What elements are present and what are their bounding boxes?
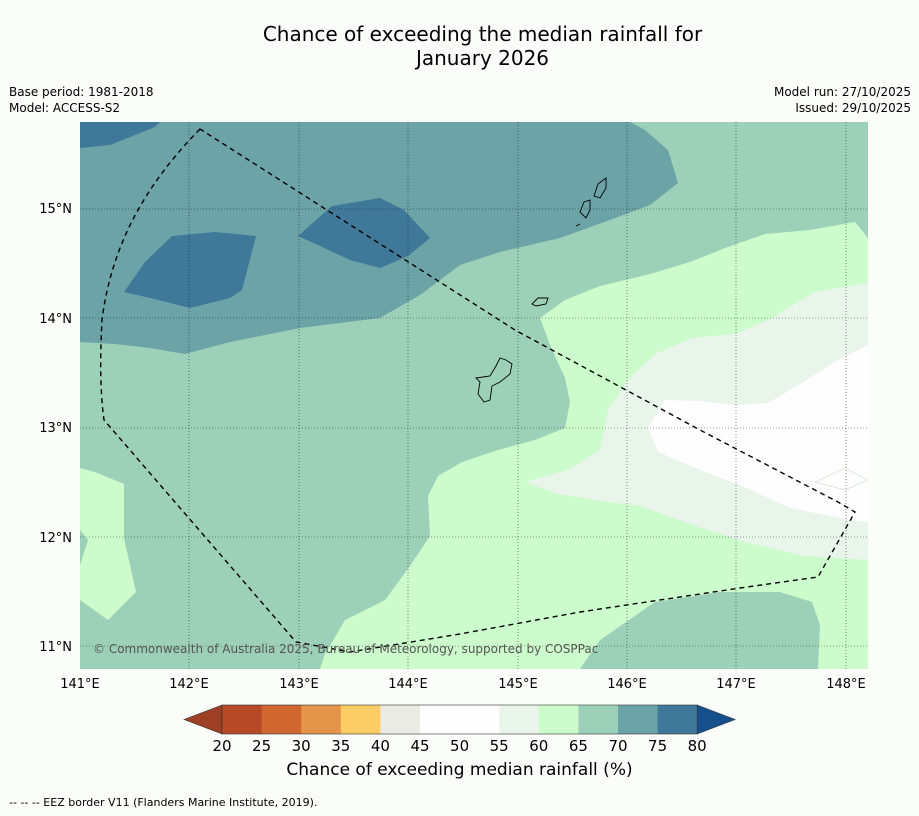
colorbar-outline (221, 704, 698, 735)
colorbar-segment (459, 705, 500, 734)
colorbar-segment (340, 705, 381, 734)
colorbar-segment (261, 705, 302, 734)
colorbar-tick-label: 40 (371, 737, 390, 755)
colorbar-title: Chance of exceeding median rainfall (%) (286, 760, 633, 780)
x-axis-labels: 141°E 142°E 143°E 144°E 145°E 146°E 147°… (60, 677, 866, 692)
contour-60-65-west-patch (80, 468, 136, 620)
chart-title: Chance of exceeding the median rainfall … (0, 22, 919, 70)
colorbar-extend-high (696, 704, 737, 735)
colorbar-segment (222, 705, 263, 734)
eez-footnote: -- -- -- EEZ border V11 (Flanders Marine… (9, 796, 318, 809)
colorbar-segment (420, 705, 461, 734)
colorbar-tick-label: 60 (529, 737, 548, 755)
colorbar-extend-low (183, 704, 223, 735)
graticule (80, 122, 868, 669)
model-run-text: Model run: 27/10/2025 (773, 85, 911, 99)
colorbar-segment (301, 705, 342, 734)
colorbar-tick-label: 30 (292, 737, 311, 755)
colorbar-tick-label: 25 (252, 737, 271, 755)
contour-75-80-central (298, 198, 430, 268)
contour-50-55-patch (814, 467, 868, 491)
tinian-island (579, 199, 591, 219)
y-tick-label: 15°N (39, 202, 72, 217)
model-text: Model: ACCESS-S2 (9, 101, 121, 115)
y-tick-label: 12°N (39, 531, 72, 546)
colorbar-segment (578, 705, 619, 734)
colorbar-segment (657, 705, 698, 734)
aguijan-island (575, 223, 581, 227)
meta-left: Base period: 1981-2018 Model: ACCESS-S2 (9, 84, 154, 116)
y-tick-label: 11°N (39, 640, 72, 655)
guam-island (475, 357, 513, 403)
base-period-text: Base period: 1981-2018 (9, 85, 154, 99)
colorbar-tick-label: 35 (331, 737, 350, 755)
colorbar-tick-label: 20 (212, 737, 231, 755)
contour-75-80-northwest (80, 122, 160, 148)
colorbar-segment (618, 705, 659, 734)
x-tick-label: 142°E (169, 677, 209, 692)
colorbar-segment (499, 705, 540, 734)
colorbar-segment (380, 705, 421, 734)
x-tick-label: 145°E (498, 677, 538, 692)
title-line-2: January 2026 (415, 46, 550, 70)
issued-text: Issued: 29/10/2025 (795, 101, 911, 115)
colorbar-tick-label: 70 (608, 737, 627, 755)
x-tick-label: 141°E (60, 677, 100, 692)
copyright-text: © Commonwealth of Australia 2025, Bureau… (93, 642, 598, 656)
saipan-island (593, 177, 607, 199)
y-tick-label: 14°N (39, 312, 72, 327)
colorbar: 20 25 30 35 40 45 50 55 60 65 70 75 80 (183, 704, 737, 755)
x-tick-label: 144°E (388, 677, 428, 692)
colorbar-tick-label: 75 (648, 737, 667, 755)
colorbar-tick-label: 80 (688, 737, 707, 755)
x-tick-label: 148°E (826, 677, 866, 692)
contour-75-80-west (124, 232, 256, 308)
colorbar-tick-label: 50 (450, 737, 469, 755)
contour-60-65-edge-patch (80, 530, 88, 565)
x-tick-label: 147°E (716, 677, 756, 692)
meta-right: Model run: 27/10/2025 Issued: 29/10/2025 (774, 84, 911, 116)
y-axis-labels: 15°N 14°N 13°N 12°N 11°N (39, 202, 72, 655)
rota-island (531, 297, 549, 307)
x-tick-label: 146°E (607, 677, 647, 692)
coastlines (475, 177, 607, 403)
colorbar-segment (538, 705, 579, 734)
contour-50-55-region (648, 345, 868, 522)
colorbar-tick-label: 65 (569, 737, 588, 755)
colorbar-tick-label: 55 (490, 737, 509, 755)
colorbar-tick-label: 45 (410, 737, 429, 755)
x-tick-label: 143°E (279, 677, 319, 692)
map-plot-area (80, 122, 868, 669)
title-line-1: Chance of exceeding the median rainfall … (262, 22, 703, 46)
eez-border (100, 128, 856, 653)
y-tick-label: 13°N (39, 421, 72, 436)
